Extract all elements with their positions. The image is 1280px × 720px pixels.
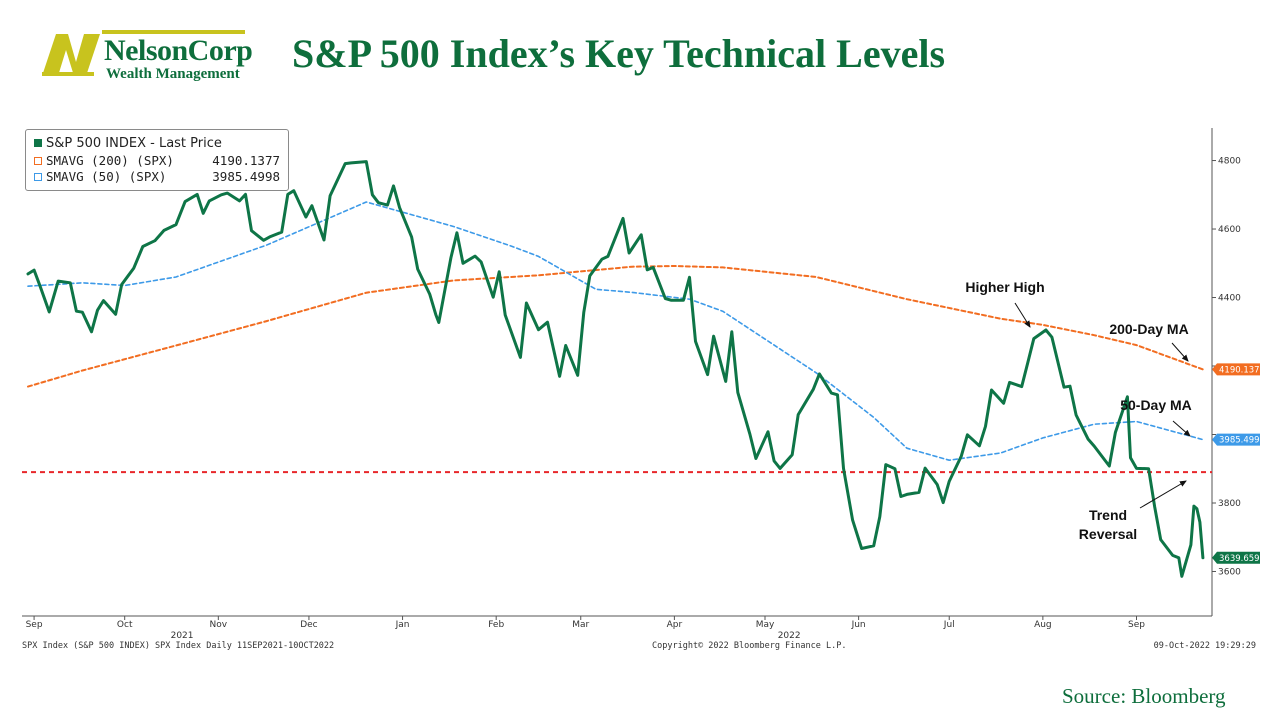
year-label-2021: 2021 (171, 631, 194, 641)
last-value-tag-ma200-text: 4190.1377 (1219, 365, 1265, 375)
last-value-tag-ma200: 4190.1377 (1212, 363, 1265, 376)
annotation-200-day-ma: 200-Day MA (1109, 321, 1189, 362)
x-tick-label-2021-09-15: Sep (26, 620, 43, 630)
last-value-tag-price-bg (1212, 551, 1260, 564)
last-value-tag-ma200-bg (1212, 363, 1260, 376)
annotation-50-day-ma: 50-Day MA (1120, 397, 1192, 437)
last-value-tag-ma50-bg (1212, 433, 1260, 446)
nelsoncorp-logo (42, 30, 245, 76)
y-tick-label-4400: 4400 (1218, 294, 1241, 304)
chart-frame (22, 128, 1213, 617)
annotation-arrow (1172, 420, 1191, 437)
annotation-arrow (1014, 302, 1031, 328)
y-tick-label-3800: 3800 (1218, 499, 1241, 509)
last-value-labels: 3639.6599 4190.1377 3985.4998 (1212, 363, 1265, 564)
year-label-2022: 2022 (778, 631, 801, 641)
legend-swatch-price (34, 139, 42, 147)
annotation-text: 50-Day MA (1120, 397, 1192, 413)
y-tick-label-3600: 3600 (1218, 567, 1241, 577)
last-value-tag-ma50: 3985.4998 (1212, 433, 1265, 446)
x-tick-label-2022-05-15: May (756, 620, 775, 630)
chart-legend: S&P 500 INDEX - Last Price SMAVG (200) (… (25, 129, 289, 191)
x-tick-label-2021-10-15: Oct (117, 620, 133, 630)
source-note: Source: Bloomberg (1062, 684, 1226, 708)
annotation-arrow (1139, 480, 1187, 509)
x-tick-label-2022-01-15: Jan (395, 620, 410, 630)
annotations: Higher High 200-Day MA 50-Day MA Trend Rever… (965, 279, 1191, 542)
footer-timestamp: 09-Oct-2022 19:29:29 (1153, 641, 1256, 651)
legend-value-ma50: 3985.4998 (212, 169, 280, 184)
x-tick-label-2022-03-15: Mar (572, 620, 589, 630)
x-tick-label-2022-09-15: Sep (1128, 620, 1145, 630)
logo-subtitle: Wealth Management (106, 66, 240, 82)
x-tick-label-2022-04-15: Apr (667, 620, 683, 630)
footer-left: SPX Index (S&P 500 INDEX) SPX Index Dail… (22, 641, 335, 651)
annotation-text: Trend (1089, 507, 1127, 523)
series-lines (26, 160, 1205, 578)
last-value-tag-price-text: 3639.6599 (1219, 554, 1265, 564)
x-axis: Sep Oct Nov Dec Jan Feb Mar Apr May Jun Jul Aug Sep 2… (26, 616, 1145, 641)
x-tick-label-2022-02-15: Feb (488, 620, 504, 630)
legend-label-price: S&P 500 INDEX - Last Price (46, 136, 222, 151)
price-line (26, 160, 1205, 578)
x-tick-label-2022-08-15: Aug (1034, 620, 1052, 630)
ma200-line (27, 265, 1204, 388)
ma50-line (27, 201, 1204, 461)
legend-item-price: S&P 500 INDEX - Last Price (34, 136, 280, 152)
legend-value-ma200: 4190.1377 (212, 153, 280, 168)
annotation-text: 200-Day MA (1109, 321, 1188, 337)
legend-item-ma50: SMAVG (50) (SPX) 3985.4998 (34, 169, 280, 185)
legend-label-ma200: SMAVG (200) (SPX) (46, 153, 174, 168)
logo-name: NelsonCorp (104, 34, 253, 67)
annotation-text: Higher High (965, 279, 1044, 295)
x-tick-label-2022-06-15: Jun (851, 620, 866, 630)
last-value-tag-price: 3639.6599 (1212, 551, 1265, 564)
legend-swatch-ma200 (34, 157, 42, 165)
annotation-arrow (1171, 342, 1189, 362)
page-title: S&P 500 Index’s Key Technical Levels (292, 31, 946, 76)
annotation-text: Reversal (1079, 526, 1137, 542)
legend-item-ma200: SMAVG (200) (SPX) 4190.1377 (34, 153, 280, 169)
footer-copyright: Copyright© 2022 Bloomberg Finance L.P. (652, 641, 847, 651)
x-tick-label-2022-07-15: Jul (943, 620, 955, 630)
annotation-trend-reversal: Trend Reversal (1079, 480, 1187, 542)
last-value-tag-ma50-text: 3985.4998 (1219, 436, 1265, 446)
legend-swatch-ma50 (34, 173, 42, 181)
x-tick-label-2021-11-15: Nov (210, 620, 228, 630)
legend-label-ma50: SMAVG (50) (SPX) (46, 169, 167, 184)
y-tick-label-4600: 4600 (1218, 225, 1241, 235)
annotation-higher-high: Higher High (965, 279, 1045, 328)
x-tick-label-2021-12-15: Dec (300, 620, 317, 630)
y-tick-label-4800: 4800 (1218, 157, 1241, 167)
